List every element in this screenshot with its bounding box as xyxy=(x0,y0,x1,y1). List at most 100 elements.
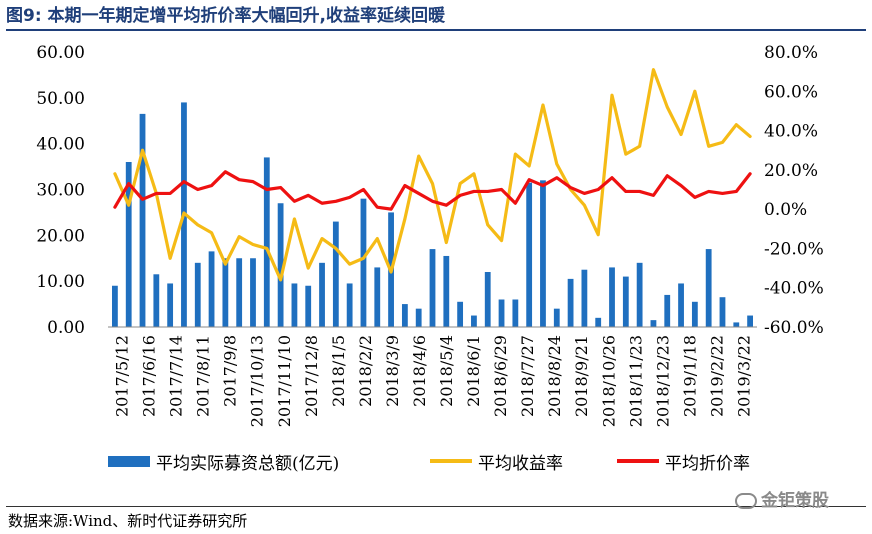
x-tick-label: 2018/2/2 xyxy=(356,335,375,407)
bar xyxy=(650,320,657,328)
bar xyxy=(250,258,256,327)
bar xyxy=(471,315,477,327)
x-tick-label: 2017/5/12 xyxy=(113,335,132,417)
x-tick-label: 2018/6/1 xyxy=(464,335,483,407)
title-divider xyxy=(6,29,866,31)
legend-swatch-bars xyxy=(108,456,150,467)
legend-label: 平均收益率 xyxy=(478,454,563,474)
bar xyxy=(526,182,533,328)
bar xyxy=(457,301,464,327)
combo-chart: 0.00 10.00 20.00 30.00 40.00 50.00 60.00 -60.0%… xyxy=(36,43,823,474)
legend: 平均实际募资总额(亿元) 平均收益率 平均折价率 xyxy=(108,454,750,474)
x-tick-label: 2018/7/27 xyxy=(518,335,537,417)
x-tick-label: 2017/7/14 xyxy=(167,335,186,417)
bar xyxy=(112,285,118,327)
bar xyxy=(291,283,298,327)
right-tick-label: -20.0% xyxy=(764,239,824,259)
bar xyxy=(429,249,436,327)
left-tick-label: 10.00 xyxy=(36,272,85,292)
right-tick-label: 80.0% xyxy=(764,43,818,63)
bar xyxy=(512,299,519,327)
bar xyxy=(194,262,201,327)
x-tick-label: 2018/11/23 xyxy=(626,335,645,427)
bar xyxy=(678,283,684,327)
x-tick-label: 2018/9/21 xyxy=(572,335,591,417)
bar xyxy=(305,285,312,327)
source-divider xyxy=(6,506,866,507)
x-tick-label: 2018/12/23 xyxy=(653,335,672,427)
left-tick-label: 0.00 xyxy=(47,318,85,338)
bar-series xyxy=(112,102,753,328)
left-tick-label: 40.00 xyxy=(36,135,85,155)
bar xyxy=(374,267,381,327)
bar xyxy=(125,162,132,327)
x-tick-label: 2018/1/5 xyxy=(329,335,348,407)
bar xyxy=(498,299,505,327)
bar xyxy=(319,262,325,327)
x-tick-label: 2019/3/22 xyxy=(735,335,754,417)
x-tick-label: 2018/4/6 xyxy=(410,335,429,407)
bar xyxy=(236,258,243,327)
axes: 0.00 10.00 20.00 30.00 40.00 50.00 60.00 -60.0%… xyxy=(36,43,823,427)
x-tick-label: 2018/8/24 xyxy=(545,335,564,417)
bar xyxy=(733,322,740,327)
bar xyxy=(691,301,698,327)
left-tick-label: 50.00 xyxy=(36,89,85,109)
bar xyxy=(401,304,408,327)
left-tick-label: 60.00 xyxy=(36,43,85,63)
bar xyxy=(139,113,146,328)
right-tick-label: 20.0% xyxy=(764,161,818,181)
bar xyxy=(208,251,215,328)
bar xyxy=(636,262,643,327)
left-tick-label: 20.00 xyxy=(36,226,85,246)
bar xyxy=(443,255,450,327)
left-tick-label: 30.00 xyxy=(36,181,85,201)
bar xyxy=(263,157,270,327)
wechat-icon xyxy=(735,493,757,509)
x-tick-label: 2018/10/26 xyxy=(599,335,618,427)
x-tick-label: 2019/1/18 xyxy=(680,335,699,417)
x-tick-label: 2017/6/16 xyxy=(140,335,159,417)
discount-line xyxy=(113,170,752,211)
watermark-text: 金钜策股 xyxy=(761,491,829,511)
figure-title: 图9: 本期一年期定增平均折价率大幅回升,收益率延续回暖 xyxy=(6,6,446,26)
watermark: 金钜策股 xyxy=(735,486,829,511)
bar xyxy=(622,276,629,327)
right-tick-label: 60.0% xyxy=(764,82,818,102)
right-tick-label: -40.0% xyxy=(764,279,824,299)
bar xyxy=(553,308,560,327)
x-tick-label: 2018/6/29 xyxy=(491,335,510,417)
bar xyxy=(484,272,491,327)
x-tick-label: 2018/3/9 xyxy=(383,335,402,407)
bar xyxy=(595,317,602,327)
x-tick-label: 2017/9/8 xyxy=(221,335,240,407)
bar xyxy=(540,180,546,327)
bar xyxy=(415,308,422,327)
bar xyxy=(705,249,712,327)
right-tick-label: 0.0% xyxy=(764,200,807,220)
line-series xyxy=(113,68,752,282)
bar xyxy=(609,267,615,327)
x-tick-label: 2017/11/10 xyxy=(275,335,294,427)
bar xyxy=(719,297,726,327)
x-tick-label: 2018/5/4 xyxy=(437,335,456,407)
right-tick-label: 40.0% xyxy=(764,122,818,142)
bar xyxy=(222,258,229,327)
x-tick-label: 2017/8/11 xyxy=(194,335,213,417)
bar xyxy=(277,203,284,327)
legend-label: 平均折价率 xyxy=(665,454,750,474)
bar xyxy=(664,294,671,327)
bar xyxy=(346,283,353,327)
bar xyxy=(167,283,174,327)
x-tick-label: 2017/10/13 xyxy=(248,335,267,427)
bar xyxy=(153,274,160,327)
x-tick-label: 2017/12/8 xyxy=(302,335,321,417)
bar xyxy=(747,315,753,327)
bar xyxy=(567,278,574,328)
right-tick-label: -60.0% xyxy=(764,318,824,338)
bar xyxy=(581,269,588,327)
x-tick-label: 2019/2/22 xyxy=(707,335,726,417)
bar xyxy=(360,198,367,327)
bar xyxy=(332,221,339,327)
yield-line xyxy=(113,68,752,282)
